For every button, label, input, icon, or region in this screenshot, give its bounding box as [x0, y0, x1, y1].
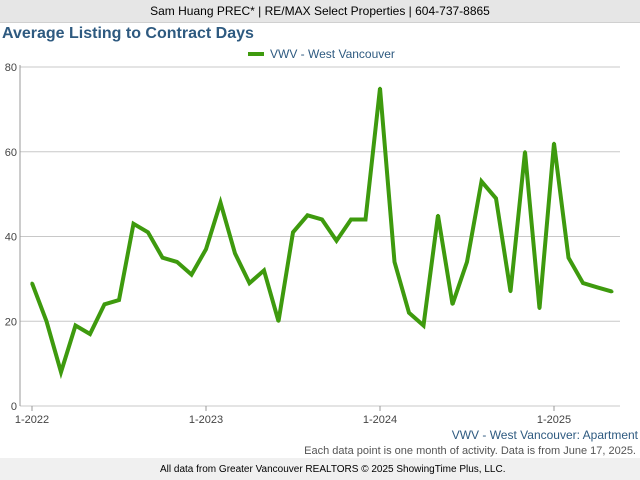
- x-tick-label: 1-2022: [15, 414, 49, 426]
- data-point: [161, 256, 164, 260]
- footer-series-label: VWV - West Vancouver: Apartment: [451, 428, 638, 442]
- data-point: [59, 370, 63, 374]
- legend[interactable]: VWV - West Vancouver: [248, 46, 395, 62]
- data-point: [436, 213, 440, 217]
- data-point: [219, 201, 222, 205]
- data-point: [552, 141, 556, 145]
- data-point: [248, 281, 251, 285]
- data-point: [465, 260, 469, 264]
- top-banner: Sam Huang PREC* | RE/MAX Select Properti…: [0, 0, 640, 23]
- data-point: [291, 230, 295, 234]
- data-point: [320, 218, 324, 222]
- data-point: [132, 222, 135, 226]
- footer-band: [0, 458, 640, 480]
- line-chart: 0 20 40 60 80 1-2022 1-2023 1-2024 1-2025: [5, 62, 620, 426]
- data-point: [335, 239, 338, 243]
- data-point: [277, 319, 280, 323]
- data-point: [596, 285, 599, 289]
- data-point: [364, 218, 367, 222]
- data-point: [567, 256, 570, 260]
- data-point: [581, 281, 585, 285]
- legend-swatch: [248, 52, 264, 56]
- y-tick-label: 80: [5, 62, 17, 74]
- data-point: [480, 179, 483, 183]
- data-point: [233, 251, 237, 255]
- data-point: [117, 298, 121, 302]
- x-tick-label: 1-2025: [537, 414, 571, 426]
- data-point: [74, 323, 77, 327]
- data-point: [349, 218, 353, 222]
- series-line: [30, 87, 613, 380]
- y-tick-label: 20: [5, 316, 17, 328]
- data-point: [306, 213, 309, 217]
- data-point: [378, 86, 382, 90]
- data-point: [146, 230, 150, 234]
- data-point: [393, 260, 396, 264]
- data-point: [204, 247, 208, 251]
- data-point: [30, 281, 34, 285]
- data-point: [88, 332, 92, 336]
- data-point: [451, 302, 454, 306]
- y-tick-label: 60: [5, 147, 17, 159]
- footer-note: Each data point is one month of activity…: [304, 445, 636, 457]
- data-point: [103, 302, 106, 306]
- data-point: [190, 273, 193, 277]
- x-tick-label: 1-2024: [363, 414, 397, 426]
- data-point: [407, 311, 411, 315]
- data-point: [538, 307, 541, 311]
- data-point: [175, 260, 179, 264]
- y-tick-label: 40: [5, 232, 17, 244]
- x-tick-label: 1-2023: [189, 414, 223, 426]
- legend-label: VWV - West Vancouver: [270, 47, 395, 61]
- data-point: [494, 196, 498, 200]
- chart-title: Average Listing to Contract Days: [2, 25, 254, 42]
- banner-text: Sam Huang PREC* | RE/MAX Select Properti…: [150, 4, 490, 18]
- data-point: [610, 290, 614, 294]
- data-point: [422, 323, 425, 327]
- data-point: [509, 290, 512, 294]
- y-tick-label: 0: [11, 401, 17, 413]
- data-point: [262, 268, 266, 272]
- footer-source: All data from Greater Vancouver REALTORS…: [160, 464, 506, 475]
- data-point: [523, 150, 527, 154]
- data-point: [45, 319, 48, 323]
